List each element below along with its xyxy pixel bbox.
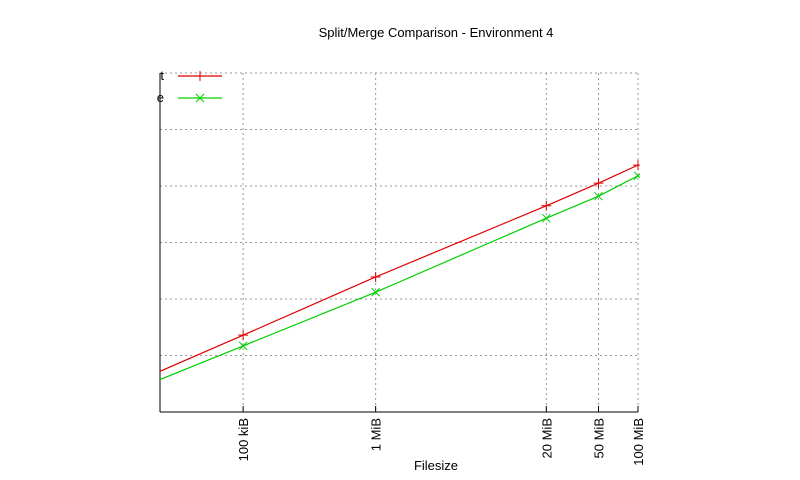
x-tick-label: 100 kiB <box>236 418 251 461</box>
x-axis-label: Filesize <box>414 458 458 473</box>
marker <box>195 93 205 103</box>
legend-entry: e <box>157 90 222 105</box>
legend-label: t <box>160 68 164 83</box>
x-tick-label: 20 MiB <box>539 418 554 458</box>
marker <box>195 71 205 81</box>
x-tick-label: 50 MiB <box>592 418 607 458</box>
marker <box>107 387 117 397</box>
series-line <box>160 175 639 381</box>
legend-entry: t <box>160 68 222 83</box>
marker <box>594 191 603 201</box>
marker <box>633 171 640 181</box>
plot-area <box>107 160 640 403</box>
series-line <box>160 164 639 372</box>
legend-label: e <box>157 90 164 105</box>
x-tick-label: 100 MiB <box>631 418 646 466</box>
marker <box>108 395 116 403</box>
x-tick-label: 1 MiB <box>369 418 384 451</box>
marker <box>541 200 552 211</box>
marker <box>238 341 248 351</box>
marker <box>371 287 381 297</box>
chart-title: Split/Merge Comparison - Environment 4 <box>319 25 554 40</box>
marker <box>593 178 604 189</box>
marker <box>541 213 551 223</box>
marker <box>370 271 381 282</box>
marker <box>238 330 249 341</box>
marker <box>633 160 640 171</box>
